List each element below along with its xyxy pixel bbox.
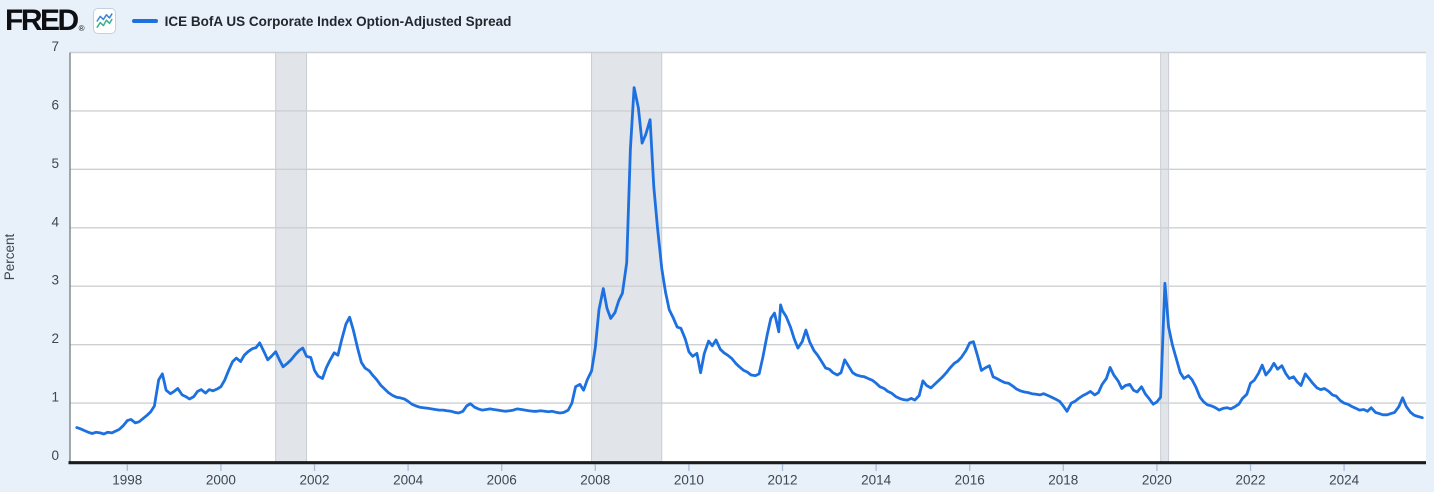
chart-header: FRED ® ICE BofA US Corporate Index Optio… bbox=[5, 5, 511, 37]
y-axis-tick-label: 3 bbox=[51, 273, 59, 288]
fred-sparkline-icon bbox=[92, 8, 116, 34]
y-axis-title: Percent bbox=[2, 233, 17, 280]
sparkline-icon-graphic bbox=[96, 13, 113, 28]
x-axis-tick-label: 2002 bbox=[299, 473, 329, 488]
data-series-line bbox=[75, 86, 1424, 436]
y-axis-tick-label: 5 bbox=[51, 156, 59, 171]
x-axis-tick-label: 2014 bbox=[861, 473, 892, 488]
x-axis-tick-label: 2012 bbox=[767, 473, 797, 488]
plot-background bbox=[70, 52, 1426, 462]
x-axis-tick-label: 2008 bbox=[580, 473, 610, 488]
registered-mark: ® bbox=[78, 24, 85, 33]
recession-band bbox=[275, 52, 307, 462]
y-axis-tick-label: 7 bbox=[51, 39, 59, 54]
x-axis-tick-label: 2006 bbox=[487, 473, 517, 488]
x-axis-tick-label: 2018 bbox=[1048, 473, 1078, 488]
legend-series-label: ICE BofA US Corporate Index Option-Adjus… bbox=[164, 13, 512, 29]
x-axis-tick-label: 2004 bbox=[393, 473, 424, 488]
y-axis-tick-label: 2 bbox=[51, 331, 59, 346]
fred-logo: FRED ® bbox=[5, 4, 85, 37]
fred-logo-text: FRED bbox=[5, 4, 79, 37]
x-axis-tick-label: 2020 bbox=[1142, 473, 1172, 488]
x-axis-tick-label: 1998 bbox=[112, 473, 142, 488]
x-axis-tick-label: 2016 bbox=[955, 473, 985, 488]
x-axis-tick-label: 2010 bbox=[674, 473, 704, 488]
y-axis-tick-label: 1 bbox=[51, 390, 59, 405]
y-axis-tick-label: 0 bbox=[51, 448, 59, 463]
x-axis-tick-label: 2022 bbox=[1235, 473, 1265, 488]
x-axis-tick-label: 2024 bbox=[1329, 473, 1360, 488]
legend-line-marker bbox=[131, 19, 158, 23]
recession-band bbox=[1160, 52, 1169, 462]
y-axis-tick-label: 4 bbox=[51, 214, 59, 229]
y-axis-tick-label: 6 bbox=[51, 97, 59, 112]
x-axis-tick-label: 2000 bbox=[206, 473, 236, 488]
legend: ICE BofA US Corporate Index Option-Adjus… bbox=[131, 13, 512, 29]
